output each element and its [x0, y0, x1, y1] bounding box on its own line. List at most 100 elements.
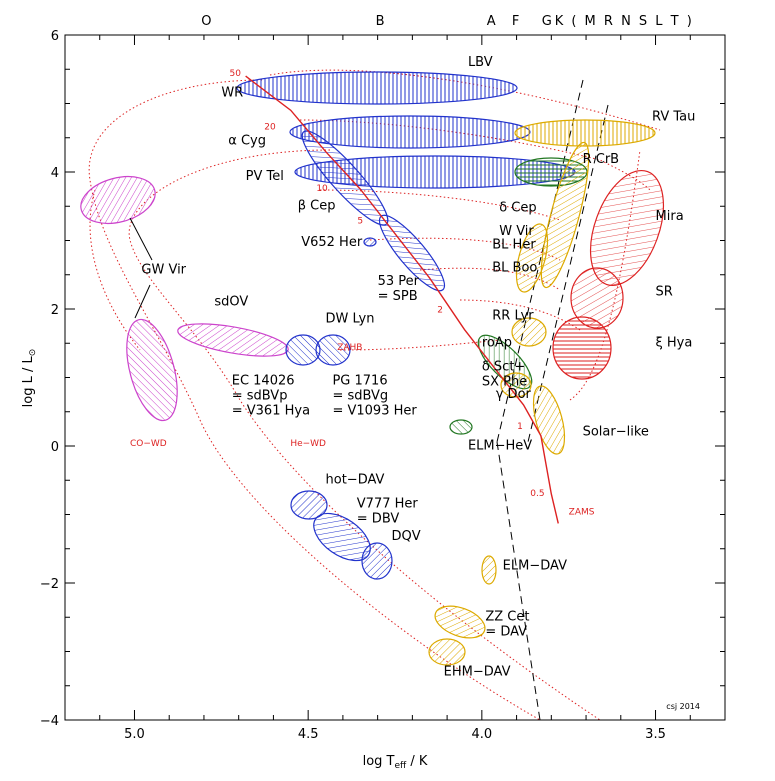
class-label-line: W Vir — [499, 224, 534, 239]
class-label: LBV — [468, 55, 493, 70]
spectral-class-label: A — [487, 14, 498, 29]
region-rr-lyr — [511, 317, 547, 347]
region-label: He−WD — [290, 439, 326, 449]
class-label-line: = DBV — [357, 512, 400, 527]
region-dqv — [361, 542, 393, 580]
gw-vir-connectors — [129, 217, 153, 319]
class-label-line: hot−DAV — [326, 473, 385, 488]
pulsator-regions — [80, 71, 665, 666]
class-label-line: SR — [656, 284, 673, 299]
class-label-line: PV Tel — [246, 169, 284, 184]
class-label: δ Sct+ SX Phe — [482, 360, 527, 390]
class-label: PG 1716 = sdBVg = V1093 Her — [332, 373, 417, 418]
class-label-line: ELM−HeV — [468, 438, 532, 453]
region-bl-her — [515, 223, 549, 293]
class-label: GW Vir — [141, 262, 186, 277]
spectral-class-label: F — [512, 14, 521, 29]
region-rv-tau — [514, 119, 656, 147]
class-label: Mira — [656, 209, 684, 224]
region-gw-vir-cool — [126, 318, 178, 422]
class-label: hot−DAV — [326, 473, 385, 488]
spectral-class-label: B — [376, 14, 387, 29]
spectral-class-label: O — [201, 14, 213, 29]
class-label: EHM−DAV — [444, 664, 511, 679]
class-label-line: = sdBVp — [232, 388, 288, 403]
track-rgb-3 — [319, 189, 561, 221]
class-label: RV Tau — [652, 110, 695, 125]
y-tick-label: −2 — [40, 577, 59, 592]
instability-strip-faint-edge — [496, 441, 541, 720]
zams-mass-label: 0.5 — [530, 489, 544, 499]
class-label: sdOV — [214, 295, 248, 310]
class-label: EC 14026 = sdBVp = V361 Hya — [232, 373, 310, 418]
track-rgb-1 — [269, 69, 661, 131]
zams-mass-label: 50 — [229, 69, 241, 79]
region-labels: ZAHB CO−WD He−WD — [130, 343, 362, 449]
region-label: ZAHB — [337, 343, 362, 353]
region-sdov — [177, 323, 289, 357]
region-elm-hev — [449, 419, 473, 435]
class-label-line: 53 Per — [378, 274, 420, 289]
class-label: ELM−DAV — [503, 558, 567, 573]
class-label-line: β Cep — [298, 199, 336, 214]
y-tick-labels: −4 −2 0 2 4 6 — [40, 29, 59, 729]
class-label-line: = sdBVg — [332, 388, 388, 403]
zams-line — [245, 75, 559, 524]
credit-text: csj 2014 — [666, 702, 700, 711]
zams-mass-label: 1 — [517, 422, 523, 432]
class-label-line: sdOV — [214, 295, 248, 310]
class-label: V777 Her = DBV — [357, 497, 419, 527]
class-label: ELM−HeV — [468, 438, 532, 453]
zams-mass-labels: 50 20 10 5 2 1 0.5 ZAMS — [229, 69, 594, 517]
class-label-line: R CrB — [583, 152, 620, 167]
class-label-line: roAp — [482, 336, 512, 351]
gw-vir-connector-upper — [129, 217, 153, 261]
spectral-class-label: K ( M R N S L T ) — [555, 14, 694, 29]
class-label-line: LBV — [468, 55, 493, 70]
class-label-line: δ Sct+ — [482, 360, 525, 375]
class-label-line: γ Dor — [496, 387, 532, 402]
class-label: BL Her — [492, 238, 536, 253]
region-gamma-dor — [500, 372, 532, 398]
class-label: roAp — [482, 336, 512, 351]
y-tick-label: 6 — [51, 29, 59, 44]
gw-vir-connector-lower — [134, 284, 151, 319]
region-elm-dav — [481, 555, 497, 585]
zams-mass-label: 5 — [357, 216, 363, 226]
zams-mass-label: 2 — [437, 305, 443, 315]
class-label-line: DQV — [392, 529, 421, 544]
spectral-class-label: G — [542, 14, 554, 29]
class-label: δ Cep — [499, 201, 536, 216]
class-label: ZZ Cet = DAV — [485, 610, 529, 640]
class-label-line: BL Her — [492, 238, 536, 253]
track-zahb — [339, 339, 501, 351]
region-lbv-wr — [236, 71, 518, 105]
class-label: ξ Hya — [656, 336, 693, 351]
class-label-line: α Cyg — [228, 134, 266, 149]
class-label: V652 Her — [301, 235, 363, 250]
y-tick-label: 2 — [51, 303, 59, 318]
class-label: 53 Per = SPB — [378, 274, 420, 304]
class-label-line: DW Lyn — [326, 312, 375, 327]
class-label: SR — [656, 284, 673, 299]
class-label: R CrB — [583, 152, 620, 167]
class-label-line: SX Phe — [482, 375, 527, 390]
region-label: CO−WD — [130, 439, 167, 449]
class-label-line: δ Cep — [499, 201, 536, 216]
y-axis-title: log L / L⊙ — [21, 349, 38, 408]
x-tick-labels: 5.0 4.5 4.0 3.5 — [124, 727, 666, 742]
region-xi-hya — [552, 316, 612, 380]
region-cepheids — [540, 141, 590, 289]
x-tick-label: 3.5 — [645, 727, 666, 742]
class-label: RR Lyr — [492, 308, 534, 323]
region-gw-vir-hot — [80, 175, 156, 225]
class-label: PV Tel — [246, 169, 284, 184]
class-label-line: V777 Her — [357, 497, 419, 512]
zams-label: ZAMS — [569, 508, 595, 518]
class-label: DW Lyn — [326, 312, 375, 327]
axis-ticks — [64, 34, 726, 721]
y-tick-label: 0 — [51, 440, 59, 455]
region-ec14026 — [285, 334, 321, 366]
